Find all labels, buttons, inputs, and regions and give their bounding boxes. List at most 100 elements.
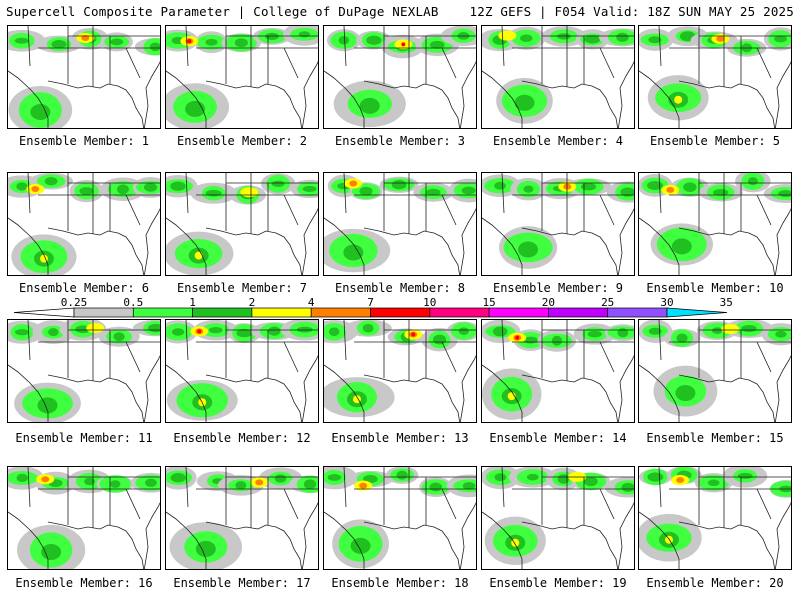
scp-darkgreen-shading: [302, 185, 317, 193]
ensemble-member-label-16: Ensemble Member: 16: [15, 576, 153, 590]
colorbar-tick-label: 7: [367, 296, 374, 309]
scp-darkgreen-shading: [775, 330, 787, 338]
scp-darkgreen-shading: [327, 474, 342, 481]
scp-darkgreen-shading: [205, 189, 222, 197]
scp-darkgreen-shading: [113, 332, 125, 342]
scp-darkgreen-shading: [523, 185, 534, 193]
scp-darkgreen-shading: [235, 481, 247, 490]
scp-darkgreen-shading: [30, 104, 51, 121]
scp-darkgreen-shading: [14, 329, 30, 336]
scp-darkgreen-shading: [205, 38, 218, 46]
scp-darkgreen-shading: [551, 335, 563, 346]
ensemble-map-panel-11: [7, 319, 161, 423]
scp-darkgreen-shading: [584, 35, 601, 44]
scp-darkgreen-shading: [620, 187, 634, 197]
scp-darkgreen-shading: [492, 326, 508, 337]
scp-yellow-shading: [498, 30, 517, 41]
scp-darkgreen-shading: [41, 543, 62, 560]
ensemble-map-panel-13: [323, 319, 477, 423]
scp-darkgreen-shading: [268, 326, 281, 336]
scp-orange-shading: [716, 35, 725, 42]
basemap-lines: [8, 173, 160, 275]
scp-darkgreen-shading: [14, 37, 29, 44]
scp-darkgreen-shading: [274, 474, 287, 483]
ensemble-map-panel-17: [165, 466, 319, 570]
scp-darkgreen-shading: [429, 40, 445, 49]
scp-yellow-shading: [674, 95, 683, 104]
ensemble-map-panel-19: [481, 466, 635, 570]
ensemble-member-label-15: Ensemble Member: 15: [646, 431, 784, 445]
scp-darkgreen-shading: [737, 472, 753, 479]
basemap-lines: [639, 320, 791, 422]
colorbar-swatch-5: [370, 307, 431, 318]
scp-darkgreen-shading: [683, 182, 697, 192]
ensemble-map-panel-8: [323, 172, 477, 276]
scp-darkgreen-shading: [581, 182, 597, 191]
scp-darkgreen-shading: [16, 182, 28, 191]
colorbar-tick-label: 20: [542, 296, 555, 309]
scp-darkgreen-shading: [271, 180, 285, 187]
scp-darkgreen-shading: [170, 472, 186, 483]
scp-darkgreen-shading: [458, 327, 470, 335]
scp-darkgreen-shading: [461, 186, 476, 195]
scp-yellow-shading: [721, 323, 740, 334]
basemap-lines: [8, 26, 160, 128]
ensemble-member-label-9: Ensemble Member: 9: [492, 281, 624, 295]
scp-darkgreen-shading: [707, 479, 720, 487]
ensemble-member-label-12: Ensemble Member: 12: [173, 431, 311, 445]
colorbar-tick-label: 0.25: [61, 296, 88, 309]
color-scale-bar: 0.25 0.5 1 2 4 7 10 15 20 25 30 35: [13, 296, 733, 318]
scp-darkgreen-shading: [391, 180, 407, 190]
colorbar-tick-label: 0.5: [123, 296, 143, 309]
scp-orange-shading: [255, 479, 264, 486]
basemap-lines: [166, 26, 318, 128]
scp-darkgreen-shading: [170, 181, 186, 191]
ensemble-member-label-3: Ensemble Member: 3: [334, 134, 466, 148]
valid-time: 12Z GEFS | F054 Valid: 18Z SUN MAY 25 20…: [469, 4, 794, 19]
scp-darkgreen-shading: [520, 34, 533, 42]
scp-darkgreen-shading: [171, 328, 185, 336]
scp-darkgreen-shading: [366, 35, 382, 45]
ensemble-map-panel-20: [638, 466, 792, 570]
ensemble-member-label-6: Ensemble Member: 6: [18, 281, 150, 295]
scp-orange-shading: [349, 180, 358, 187]
colorbar-tick-label: 10: [423, 296, 436, 309]
scp-darkgreen-shading: [647, 472, 664, 482]
map-title: Supercell Composite Parameter | College …: [6, 4, 439, 19]
scp-darkgreen-shading: [557, 474, 570, 484]
ensemble-map-panel-9: [481, 172, 635, 276]
scp-red-shading: [197, 329, 202, 334]
scp-darkgreen-shading: [149, 42, 160, 52]
ensemble-member-label-20: Ensemble Member: 20: [646, 576, 784, 590]
ensemble-map-panel-15: [638, 319, 792, 423]
scp-darkgreen-shading: [145, 478, 157, 487]
ensemble-map-panel-6: [7, 172, 161, 276]
scp-yellow-shading: [86, 323, 105, 334]
scp-darkgreen-shading: [44, 177, 58, 186]
basemap-lines: [639, 173, 791, 275]
colorbar-swatch-0: [73, 307, 134, 318]
ensemble-map-panel-1: [7, 25, 161, 129]
basemap-lines: [482, 173, 634, 275]
scp-darkgreen-shading: [432, 334, 447, 345]
scp-darkgreen-shading: [48, 328, 59, 337]
scp-darkgreen-shading: [359, 186, 373, 196]
scp-darkgreen-shading: [584, 476, 598, 487]
scp-darkgreen-shading: [526, 473, 539, 481]
scp-darkgreen-shading: [518, 241, 539, 258]
ensemble-member-label-13: Ensemble Member: 13: [331, 431, 469, 445]
basemap-lines: [166, 467, 318, 569]
scp-darkgreen-shading: [37, 397, 58, 414]
scp-orange-shading: [666, 186, 675, 193]
scp-darkgreen-shading: [143, 183, 158, 192]
scp-darkgreen-shading: [303, 479, 317, 490]
scp-darkgreen-shading: [621, 482, 634, 492]
ensemble-map-panel-12: [165, 319, 319, 423]
scp-gray-shading: [639, 28, 674, 51]
scp-red-shading: [515, 335, 520, 340]
ensemble-map-panel-3: [323, 25, 477, 129]
colorbar-swatch-7: [488, 307, 549, 318]
scp-darkgreen-shading: [671, 238, 692, 255]
scp-darkgreen-shading: [514, 94, 535, 111]
ensemble-member-label-1: Ensemble Member: 1: [18, 134, 150, 148]
